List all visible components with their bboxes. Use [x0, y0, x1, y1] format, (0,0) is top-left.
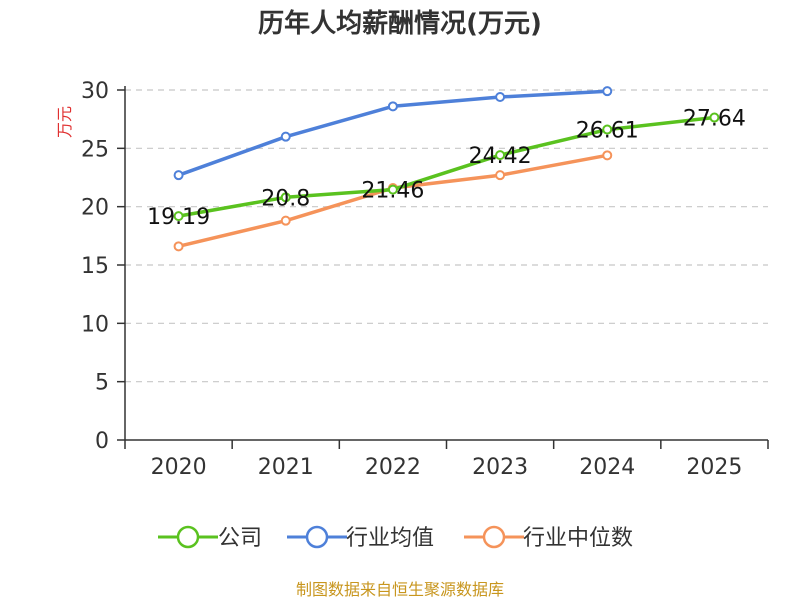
- data-point: [387, 101, 398, 112]
- data-label: 20.8: [261, 186, 310, 211]
- x-tick-label: 2023: [472, 455, 528, 480]
- y-tick-label: 15: [81, 254, 109, 279]
- source-note: 制图数据来自恒生聚源数据库: [296, 580, 504, 599]
- label-layer: 19.19 20.8 21.46 24.42 26.61 27.64: [147, 107, 746, 231]
- data-point: [173, 241, 184, 252]
- data-point: [280, 131, 291, 142]
- data-label: 27.64: [683, 107, 746, 132]
- data-point: [173, 170, 184, 181]
- data-point: [280, 215, 291, 226]
- data-point: [495, 170, 506, 181]
- y-tick-label: 20: [81, 196, 109, 221]
- data-label: 26.61: [576, 119, 639, 144]
- chart-title: 历年人均薪酬情况(万元): [258, 8, 542, 39]
- legend-swatch-marker: [176, 525, 200, 549]
- legend-label: 行业中位数: [523, 526, 633, 551]
- data-point: [495, 150, 506, 161]
- data-point: [602, 124, 613, 135]
- data-point: [709, 112, 720, 123]
- x-tick-label: 2024: [579, 455, 635, 480]
- data-label: 24.42: [469, 144, 532, 169]
- x-tick-label: 2022: [365, 455, 421, 480]
- series-line: [176, 115, 717, 218]
- data-point: [280, 192, 291, 203]
- data-label: 19.19: [147, 205, 210, 230]
- y-tick-label: 25: [81, 137, 109, 162]
- x-tick-label: 2020: [151, 455, 207, 480]
- y-tick-label: 5: [95, 371, 109, 396]
- data-point: [602, 150, 613, 161]
- y-axis-label: 万元: [55, 106, 74, 138]
- legend-label: 公司: [218, 526, 262, 551]
- y-tick-label: 10: [81, 312, 109, 337]
- x-tick-label: 2025: [686, 455, 742, 480]
- series-layer: [173, 86, 720, 252]
- data-point: [173, 211, 184, 222]
- data-point: [602, 86, 613, 97]
- y-tick-label: 30: [81, 79, 109, 104]
- legend: 公司 行业均值 行业中位数: [158, 525, 633, 551]
- legend-swatch-marker: [482, 525, 506, 549]
- legend-swatch-marker: [305, 525, 329, 549]
- data-point: [495, 92, 506, 102]
- legend-label: 行业均值: [346, 526, 434, 551]
- grid-layer: [125, 89, 768, 383]
- y-tick-label: 0: [95, 429, 109, 454]
- data-point: [387, 184, 398, 195]
- x-tick-label: 2021: [258, 455, 314, 480]
- data-label: 21.46: [361, 179, 424, 204]
